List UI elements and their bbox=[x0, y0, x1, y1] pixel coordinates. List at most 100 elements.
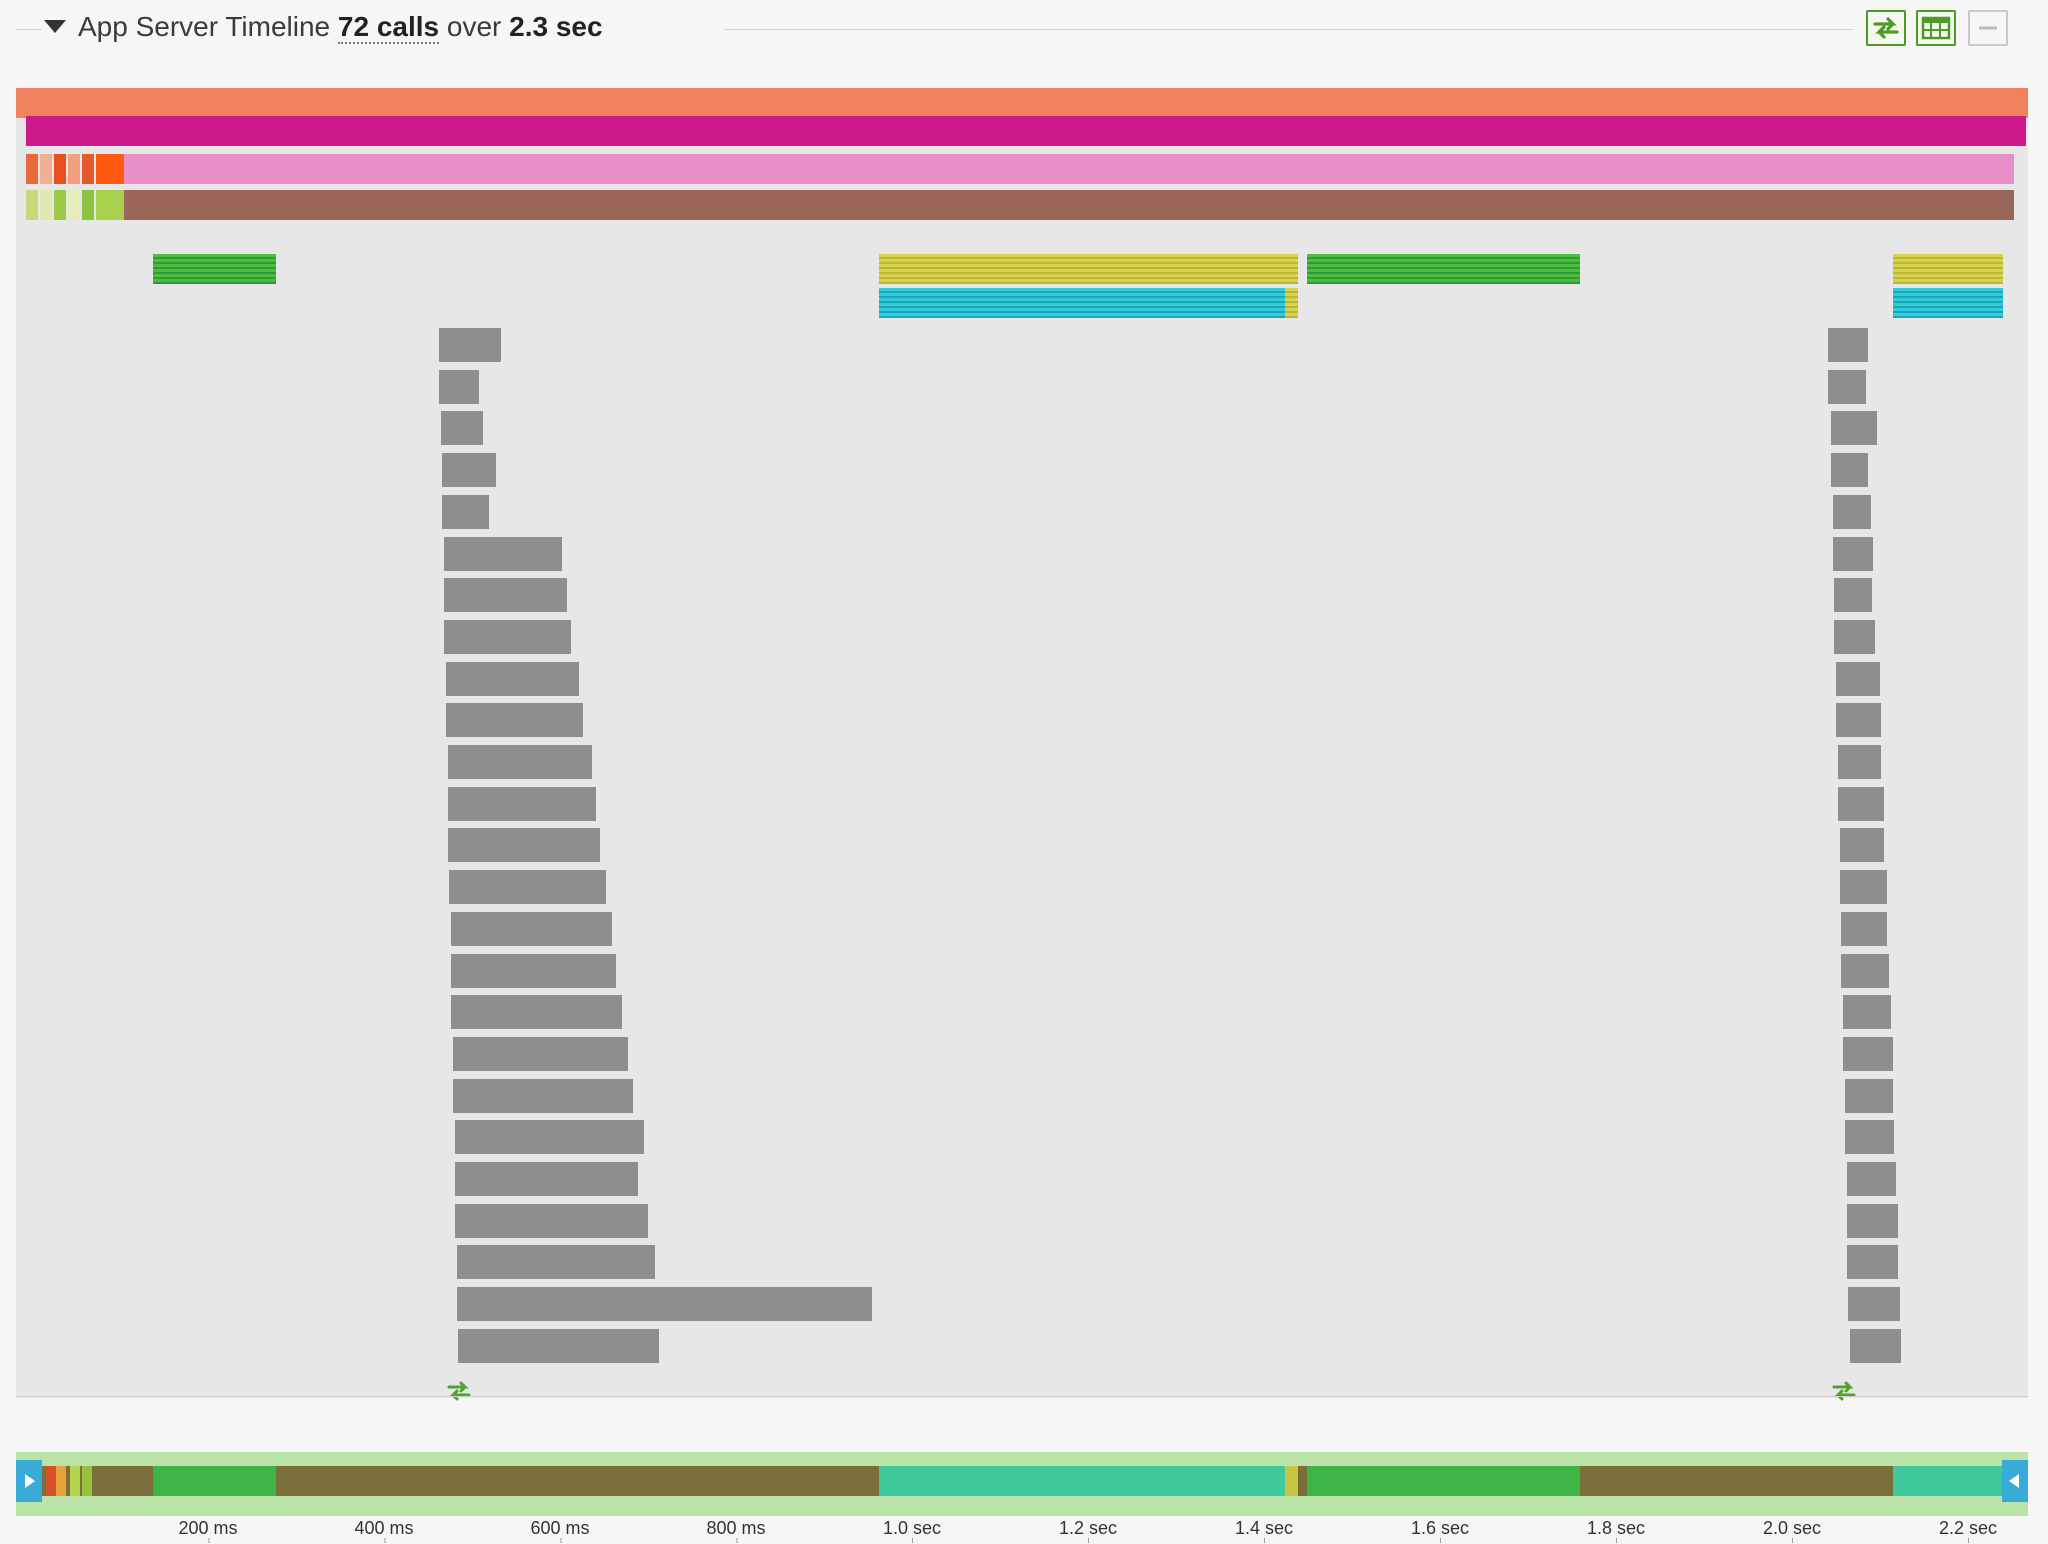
request-bar-2[interactable] bbox=[26, 116, 2026, 146]
call-bar[interactable] bbox=[451, 953, 616, 988]
call-bar[interactable] bbox=[1834, 578, 1873, 613]
request-bar-4[interactable] bbox=[122, 190, 2014, 220]
call-bar[interactable] bbox=[444, 578, 567, 613]
minimize-icon bbox=[1979, 26, 1997, 30]
call-bar[interactable] bbox=[444, 536, 563, 571]
call-bar[interactable] bbox=[1834, 619, 1875, 654]
call-bar[interactable] bbox=[1832, 536, 1874, 571]
timeline-header: App Server Timeline 72 calls over 2.3 se… bbox=[0, 0, 2048, 60]
table-icon bbox=[1921, 16, 1951, 40]
call-bar[interactable] bbox=[1830, 411, 1877, 446]
call-bar[interactable] bbox=[1846, 1203, 1898, 1238]
call-bar[interactable] bbox=[438, 369, 479, 404]
call-bar[interactable] bbox=[442, 494, 490, 529]
call-bar[interactable] bbox=[1839, 828, 1884, 863]
request-bar-3[interactable] bbox=[122, 154, 2014, 184]
call-bar[interactable] bbox=[452, 1036, 629, 1071]
call-bar[interactable] bbox=[441, 453, 497, 488]
activity-tick bbox=[82, 154, 94, 184]
call-bar[interactable] bbox=[456, 1287, 873, 1322]
call-bar[interactable] bbox=[1846, 1245, 1898, 1280]
overview-tick bbox=[70, 1466, 80, 1496]
call-bar[interactable] bbox=[447, 828, 601, 863]
total-duration: 2.3 sec bbox=[509, 11, 603, 42]
call-bar[interactable] bbox=[456, 1245, 655, 1280]
time-axis-bottom: 200 ms 400 ms 600 ms 800 ms 1.0 sec 1.2 sec 1.… bbox=[16, 1518, 2028, 1544]
call-bar[interactable] bbox=[454, 1162, 638, 1196]
axis-tick-mark bbox=[1263, 1538, 1265, 1543]
call-bar[interactable] bbox=[440, 411, 483, 446]
axis-tick-mark bbox=[1439, 1538, 1441, 1543]
activity-tick bbox=[96, 154, 124, 184]
call-bar[interactable] bbox=[445, 661, 579, 696]
call-bar[interactable] bbox=[1843, 1036, 1893, 1071]
call-bar[interactable] bbox=[444, 619, 572, 654]
play-left-icon bbox=[2009, 1474, 2019, 1488]
service-segment-yellow[interactable] bbox=[1284, 288, 1298, 318]
call-bar[interactable] bbox=[1836, 661, 1881, 696]
call-bar[interactable] bbox=[454, 1203, 648, 1238]
call-bar[interactable] bbox=[1828, 328, 1868, 362]
service-segment-yellow[interactable] bbox=[879, 254, 1298, 284]
left-range-handle[interactable] bbox=[16, 1460, 42, 1502]
call-bar[interactable] bbox=[1850, 1328, 1902, 1363]
call-bar[interactable] bbox=[438, 328, 501, 362]
service-segment-cyan[interactable] bbox=[879, 288, 1285, 318]
service-segment-yellow[interactable] bbox=[1892, 254, 2003, 284]
call-bar[interactable] bbox=[1846, 1162, 1897, 1196]
call-bar[interactable] bbox=[447, 745, 593, 779]
overview-tick bbox=[82, 1466, 92, 1496]
call-bar[interactable] bbox=[451, 911, 612, 946]
service-segment-green[interactable] bbox=[152, 254, 276, 284]
request-bar-1[interactable] bbox=[16, 88, 2028, 118]
sync-button[interactable] bbox=[1866, 10, 1906, 46]
collapse-caret-icon[interactable] bbox=[44, 20, 66, 33]
section-title[interactable]: App Server Timeline 72 calls over 2.3 se… bbox=[44, 11, 603, 44]
sync-arrows-icon[interactable] bbox=[445, 1380, 475, 1402]
axis-tick-mark bbox=[1087, 1538, 1089, 1543]
sync-arrows-icon bbox=[1873, 17, 1899, 39]
call-bar[interactable] bbox=[1841, 911, 1888, 946]
call-bar[interactable] bbox=[447, 786, 596, 821]
call-bar[interactable] bbox=[454, 1120, 645, 1155]
service-segment-green[interactable] bbox=[1306, 254, 1580, 284]
call-bar[interactable] bbox=[1832, 494, 1872, 529]
overview-segment bbox=[879, 1466, 1285, 1496]
call-bar[interactable] bbox=[1837, 786, 1884, 821]
axis-tick-mark bbox=[736, 1538, 737, 1543]
more-button[interactable] bbox=[1968, 10, 2008, 46]
axis-tick-mark bbox=[911, 1538, 913, 1543]
header-rule-right bbox=[724, 29, 1854, 30]
service-segment-cyan[interactable] bbox=[1892, 288, 2003, 318]
call-bar[interactable] bbox=[1830, 453, 1868, 488]
call-bar[interactable] bbox=[1843, 995, 1891, 1030]
play-right-icon bbox=[25, 1474, 35, 1488]
call-bar[interactable] bbox=[1844, 1078, 1894, 1113]
overview-segment bbox=[1892, 1466, 2003, 1496]
sync-arrows-icon[interactable] bbox=[1830, 1380, 1860, 1402]
calls-count[interactable]: 72 calls bbox=[337, 11, 440, 44]
timeline-plot bbox=[16, 88, 2028, 1401]
call-bar[interactable] bbox=[451, 995, 623, 1030]
activity-tick bbox=[54, 154, 66, 184]
call-bar[interactable] bbox=[452, 1078, 633, 1113]
call-bar[interactable] bbox=[1848, 1287, 1900, 1322]
axis-tick-mark bbox=[1967, 1538, 1969, 1543]
table-view-button[interactable] bbox=[1916, 10, 1956, 46]
call-bar[interactable] bbox=[449, 870, 607, 905]
call-bar[interactable] bbox=[1836, 703, 1882, 738]
overview-track[interactable] bbox=[16, 1466, 2028, 1496]
activity-tick bbox=[54, 190, 66, 220]
call-bar[interactable] bbox=[458, 1328, 660, 1363]
call-bar[interactable] bbox=[445, 703, 584, 738]
call-bar[interactable] bbox=[1828, 369, 1867, 404]
activity-tick bbox=[40, 154, 52, 184]
activity-tick bbox=[68, 190, 80, 220]
call-bar[interactable] bbox=[1837, 745, 1882, 779]
right-range-handle[interactable] bbox=[2002, 1460, 2028, 1502]
overview-segment bbox=[1284, 1466, 1298, 1496]
call-bar[interactable] bbox=[1841, 953, 1889, 988]
overview-navigator[interactable] bbox=[16, 1452, 2028, 1516]
call-bar[interactable] bbox=[1844, 1120, 1895, 1155]
call-bar[interactable] bbox=[1839, 870, 1888, 905]
